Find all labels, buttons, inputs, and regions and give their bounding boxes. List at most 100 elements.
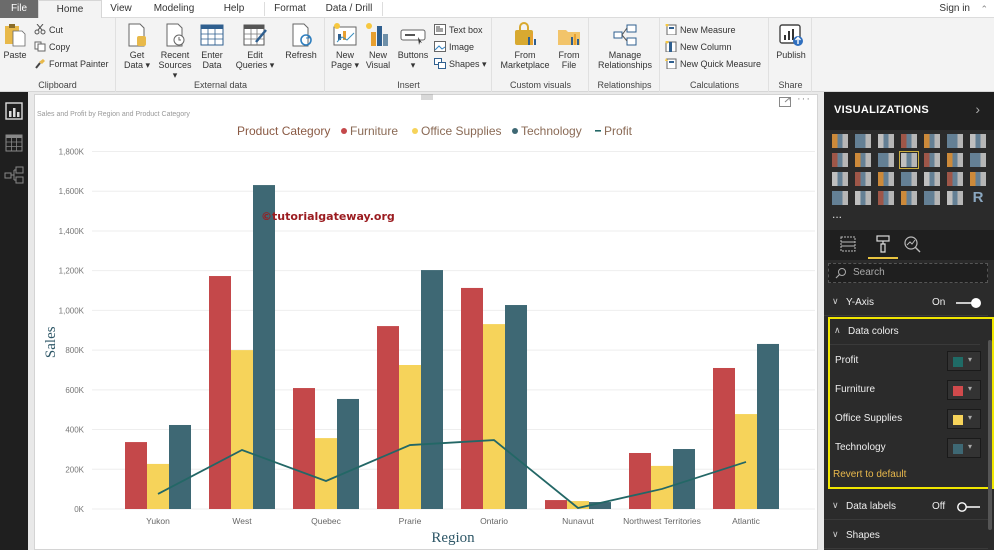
x-tick-label: Ontario: [480, 516, 508, 526]
visual-type-icon[interactable]: [878, 153, 894, 167]
drag-grip-icon[interactable]: [421, 94, 433, 100]
visual-type-icon[interactable]: [855, 191, 871, 205]
manage-relationships-button[interactable]: Manage Relationships: [594, 22, 656, 70]
text-box-button[interactable]: Text box: [434, 24, 483, 36]
visual-type-icon[interactable]: [832, 191, 848, 205]
buttons-button[interactable]: Buttons ▾: [394, 22, 432, 70]
visual-type-icon[interactable]: [924, 134, 940, 148]
publish-button[interactable]: Publish: [774, 22, 808, 60]
new-measure-button[interactable]: New Measure: [665, 24, 736, 36]
bar-furniture: [629, 452, 651, 509]
profit-color-picker[interactable]: ▾: [947, 351, 981, 371]
visual-type-icon[interactable]: [947, 153, 963, 167]
get-data-button[interactable]: Get Data ▾: [121, 22, 153, 70]
revert-to-default-link[interactable]: Revert to default: [833, 469, 907, 480]
visual-type-icon[interactable]: [855, 134, 871, 148]
recent-sources-button[interactable]: Recent Sources ▾: [155, 22, 195, 80]
visual-type-icon[interactable]: [832, 134, 848, 148]
shapes-section[interactable]: ∨ Shapes: [824, 523, 988, 549]
paste-icon: [5, 24, 26, 47]
visual-type-icon[interactable]: [855, 153, 871, 167]
technology-color-picker[interactable]: ▾: [947, 438, 981, 458]
r-visual-icon[interactable]: R: [972, 189, 984, 206]
format-search-input[interactable]: Search: [828, 263, 988, 283]
tab-modeling[interactable]: Modeling: [153, 3, 195, 14]
active-tab-indicator: [868, 257, 898, 259]
x-tick-label: Quebec: [311, 516, 342, 526]
data-labels-section[interactable]: ∨ Data labels Off: [824, 494, 988, 520]
from-file-button[interactable]: From File: [555, 22, 583, 70]
more-options-icon[interactable]: ···: [797, 93, 811, 105]
visual-type-icon[interactable]: [878, 191, 894, 205]
share-group-label: Share: [778, 80, 803, 90]
visual-type-icon[interactable]: [901, 172, 917, 186]
visual-type-icon[interactable]: [947, 134, 963, 148]
new-visual-button[interactable]: New Visual: [364, 22, 392, 70]
bar-technology: [421, 270, 443, 509]
analytics-icon[interactable]: [902, 234, 922, 254]
paste-button[interactable]: Paste: [2, 22, 28, 60]
pane-tabs: [824, 230, 994, 260]
bar-technology: [757, 343, 779, 509]
visual-type-icon[interactable]: [878, 172, 894, 186]
more-visuals-icon[interactable]: ...: [832, 207, 843, 221]
tab-home[interactable]: Home: [38, 0, 102, 19]
visual-type-icon[interactable]: [970, 153, 986, 167]
tab-file[interactable]: File: [0, 0, 38, 18]
y-axis-toggle[interactable]: [956, 298, 982, 308]
furniture-color-picker[interactable]: ▾: [947, 380, 981, 400]
custom-visuals-group: From Marketplace From File Custom visual…: [493, 18, 589, 92]
data-labels-toggle[interactable]: [956, 502, 982, 512]
visual-type-icon[interactable]: [899, 151, 919, 169]
chevron-right-icon[interactable]: ›: [975, 101, 980, 117]
data-colors-section: ∧ Data colors Profit ▾ Furniture ▾ Offic…: [828, 317, 994, 489]
pane-scrollbar[interactable]: [988, 340, 992, 530]
format-paint-roller-icon[interactable]: [873, 234, 893, 254]
new-column-button[interactable]: New Column: [665, 41, 732, 53]
visual-type-icon[interactable]: [901, 134, 917, 148]
focus-mode-icon[interactable]: [779, 97, 791, 107]
visual-type-icon[interactable]: [947, 191, 963, 205]
image-button[interactable]: Image: [434, 41, 474, 53]
visual-type-icon[interactable]: [901, 191, 917, 205]
collapse-ribbon-icon[interactable]: ⌃: [980, 4, 988, 14]
enter-data-button[interactable]: Enter Data: [197, 22, 227, 70]
dropdown-arrow-icon: ▾: [968, 442, 973, 451]
visual-type-icon[interactable]: [878, 134, 894, 148]
model-view-relationships-icon[interactable]: [3, 164, 25, 186]
new-page-button[interactable]: New Page ▾: [330, 22, 360, 70]
chevron-down-icon: ∨: [832, 296, 839, 306]
report-view-bar-chart-icon[interactable]: [3, 100, 25, 122]
from-marketplace-button[interactable]: From Marketplace: [499, 22, 551, 70]
shapes-button[interactable]: Shapes ▾: [434, 58, 487, 70]
visual-type-icon[interactable]: [832, 153, 848, 167]
tab-help[interactable]: Help: [223, 3, 245, 14]
refresh-button[interactable]: Refresh: [283, 22, 319, 60]
visual-type-icon[interactable]: [970, 134, 986, 148]
tab-data-drill[interactable]: Data / Drill: [325, 3, 373, 14]
visual-type-icon[interactable]: [924, 191, 940, 205]
fields-icon[interactable]: [838, 234, 858, 254]
visual-type-icon[interactable]: [855, 172, 871, 186]
copy-button[interactable]: Copy: [34, 41, 70, 53]
format-painter-button[interactable]: Format Painter: [34, 58, 109, 70]
visual-type-icon[interactable]: [832, 172, 848, 186]
calculator-icon: [665, 24, 677, 35]
data-colors-header[interactable]: ∧ Data colors: [830, 319, 980, 345]
sign-in-link[interactable]: Sign in: [939, 3, 970, 14]
new-quick-measure-button[interactable]: New Quick Measure: [665, 58, 761, 70]
tab-view[interactable]: View: [110, 3, 132, 14]
combo-chart-visual[interactable]: ··· Sales and Profit by Region and Produ…: [34, 93, 818, 550]
visual-type-icon[interactable]: [924, 172, 940, 186]
edit-queries-button[interactable]: Edit Queries ▾: [235, 22, 275, 70]
data-view-table-icon[interactable]: [3, 132, 25, 154]
ribbon-tab-bar: File Home View Modeling Help Format Data…: [0, 0, 994, 19]
tab-format[interactable]: Format: [274, 3, 306, 14]
visual-type-icon[interactable]: [970, 172, 986, 186]
visual-type-icon[interactable]: [924, 153, 940, 167]
y-tick-label: 800K: [65, 346, 84, 355]
cut-button[interactable]: Cut: [34, 24, 63, 36]
visual-type-icon[interactable]: [947, 172, 963, 186]
y-axis-section[interactable]: ∨ Y-Axis On: [824, 290, 988, 316]
office-supplies-color-picker[interactable]: ▾: [947, 409, 981, 429]
